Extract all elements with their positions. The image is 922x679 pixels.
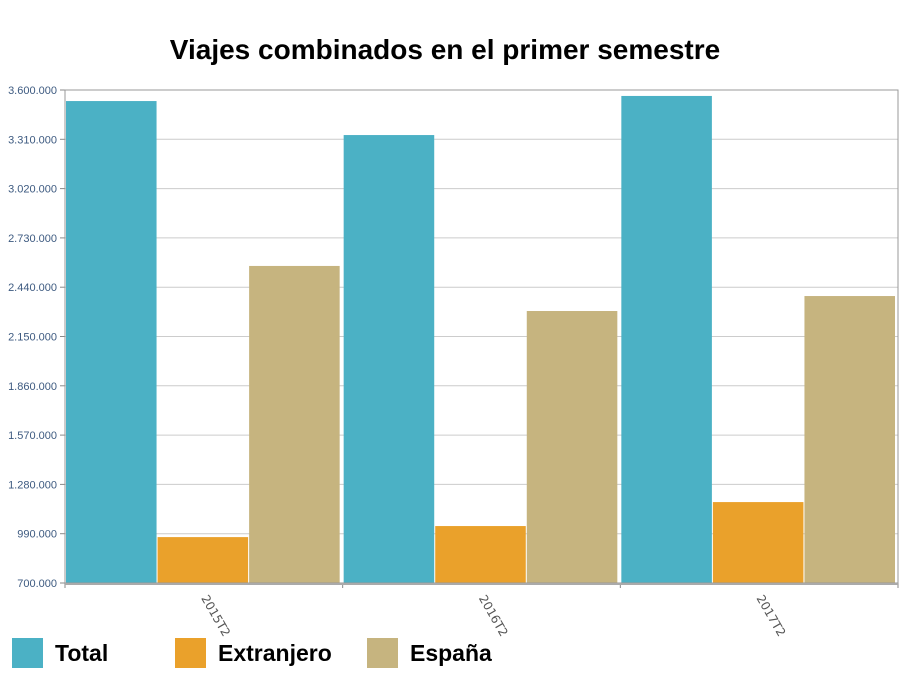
x-tick-label: 2015T2 <box>198 593 233 639</box>
bar-total-2017T2 <box>621 95 712 583</box>
legend-swatch <box>12 638 43 668</box>
bar-total-2015T2 <box>66 101 157 584</box>
y-tick-label: 990.000 <box>17 529 57 541</box>
bar-extranjero-2015T2 <box>157 537 249 583</box>
y-tick-label: 2.730.000 <box>8 233 57 245</box>
bar-españa-2015T2 <box>249 265 340 583</box>
bar-chart: 700.000 990.000 1.280.000 1.570.000 1.860.00… <box>8 85 899 639</box>
y-tick-label: 3.310.000 <box>8 134 57 146</box>
chart-title: Viajes combinados en el primer semestre <box>169 34 721 65</box>
y-tick-label: 2.440.000 <box>8 282 57 294</box>
x-tick-label: 2016T2 <box>476 593 511 639</box>
legend-swatch <box>175 638 206 668</box>
y-tick-label: 1.860.000 <box>8 381 57 393</box>
bar-total-2016T2 <box>343 135 435 584</box>
x-tick-label: 2017T2 <box>754 593 789 639</box>
y-tick-label: 3.020.000 <box>8 184 57 196</box>
legend-label: Extranjero <box>218 639 332 666</box>
legend-item-total[interactable]: Total <box>12 638 108 668</box>
y-tick-label: 1.280.000 <box>8 479 57 491</box>
y-tick-label: 2.150.000 <box>8 332 57 344</box>
legend-label: España <box>410 639 492 666</box>
y-tick-label: 700.000 <box>17 578 57 590</box>
bar-extranjero-2017T2 <box>712 502 804 583</box>
bar-españa-2017T2 <box>804 296 895 583</box>
y-tick-label: 1.570.000 <box>8 430 57 442</box>
legend-item-españa[interactable]: España <box>367 638 492 668</box>
legend-swatch <box>367 638 398 668</box>
legend-label: Total <box>55 639 109 666</box>
y-tick-label: 3.600.000 <box>8 85 57 97</box>
bar-extranjero-2016T2 <box>435 526 526 583</box>
legend-item-extranjero[interactable]: Extranjero <box>175 638 332 668</box>
bar-españa-2016T2 <box>526 311 618 583</box>
